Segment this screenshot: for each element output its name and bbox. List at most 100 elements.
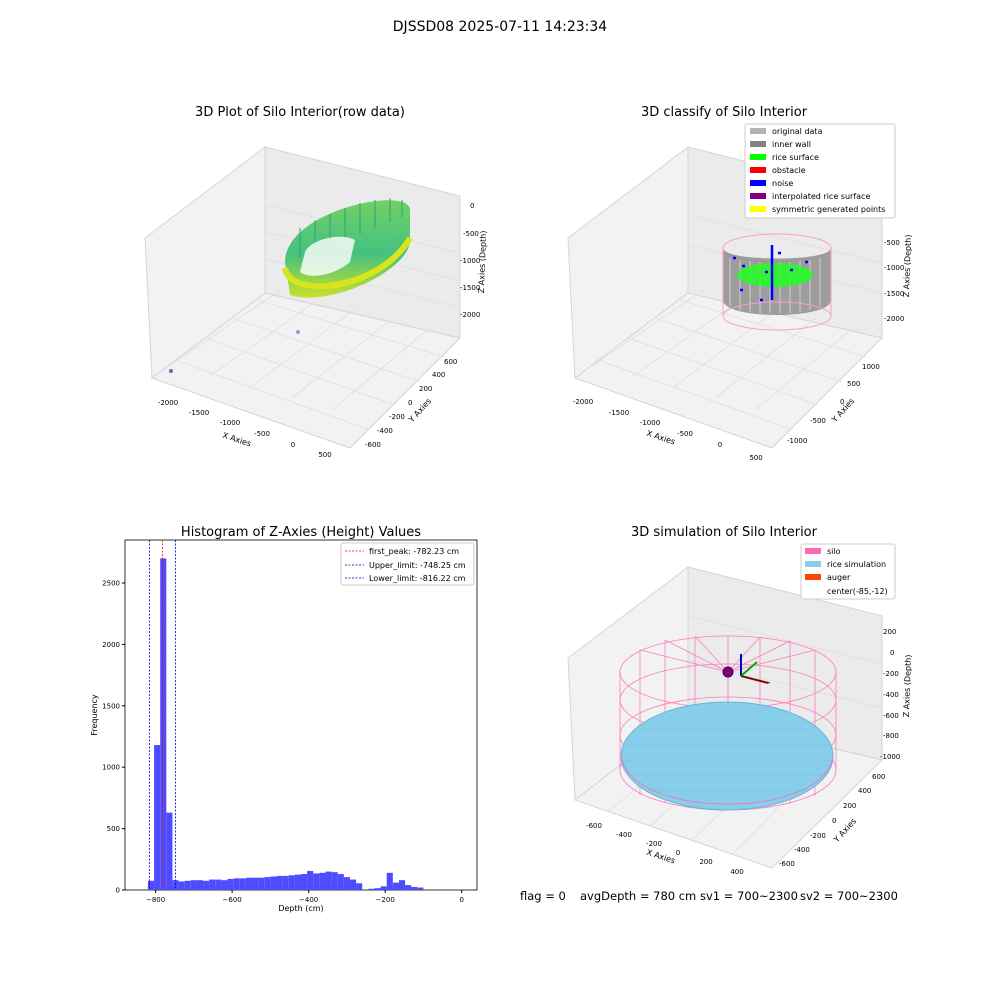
legend-label-lower-limit: Lower_limit: -816.22 cm <box>369 574 466 583</box>
raw-z-tick: -500 <box>463 230 479 238</box>
status-sv2: sv2 = 700~2300 <box>800 889 898 903</box>
cls-x-tick: -1500 <box>609 409 629 417</box>
panel-simulation: 3D simulation of Silo Interior <box>567 525 913 876</box>
cls-x-tick: -2000 <box>573 398 593 406</box>
raw-z-tick: 0 <box>470 202 474 210</box>
legend-swatch-original-data <box>750 128 766 134</box>
hist-x-tick-label: −400 <box>299 896 318 904</box>
raw-x-tick: -500 <box>254 430 270 438</box>
raw-y-tick: 600 <box>444 358 457 366</box>
legend-swatch-silo <box>805 548 821 554</box>
legend-label-first-peak: first_peak: -782.23 cm <box>369 547 459 556</box>
cls-x-ticks: -2000 -1500 -1000 -500 0 500 <box>573 398 763 462</box>
raw-point-cloud <box>169 198 413 373</box>
hist-bar <box>398 880 406 890</box>
status-sv1: sv1 = 700~2300 <box>700 889 798 903</box>
hist-bar <box>215 879 222 890</box>
hist-bar <box>276 875 283 890</box>
sim-legend: silo rice simulation auger center(-85,-1… <box>800 543 896 600</box>
raw-z-tick: -1500 <box>460 284 480 292</box>
hist-bar <box>368 888 375 890</box>
raw-y-tick: 400 <box>432 371 445 379</box>
legend-label-inner-wall: inner wall <box>772 140 811 149</box>
hist-bar <box>166 812 173 890</box>
hist-y-tick-label: 2500 <box>102 579 120 587</box>
cls-y-tick: -500 <box>810 417 826 425</box>
legend-label-symmetric-generated-points: symmetric generated points <box>772 205 885 214</box>
legend-swatch-rice-simulation <box>805 561 821 567</box>
hist-bar <box>343 877 350 890</box>
hist-legend-frame <box>340 542 475 586</box>
hist-x-tick-label: 0 <box>459 896 463 904</box>
raw-noise-point <box>296 330 300 334</box>
sim-x-tick: -200 <box>646 840 662 848</box>
cls-pane-floor <box>573 292 883 449</box>
panel-simulation-title: 3D simulation of Silo Interior <box>631 525 818 540</box>
hist-x-ticks: −800 −600 −400 −200 0 <box>146 890 464 904</box>
panel-classify: 3D classify of Silo Interior <box>567 105 913 462</box>
sim-y-tick: -400 <box>794 846 810 854</box>
status-flag: flag = 0 <box>520 889 566 903</box>
cls-z-tick: -2000 <box>884 315 904 323</box>
legend-label-interpolated-rice-surface: interpolated rice surface <box>772 192 870 201</box>
cls-x-label: X Axies <box>645 429 676 447</box>
hist-bar <box>147 880 155 890</box>
legend-swatch-symmetric-generated-points <box>750 206 766 212</box>
raw-inner-gap <box>300 236 355 276</box>
hist-y-tick-label: 0 <box>116 887 120 895</box>
cls-legend-frame <box>744 123 896 219</box>
hist-bar <box>154 745 161 890</box>
hist-x-tick-label: −800 <box>146 896 165 904</box>
hist-bar <box>209 879 216 890</box>
raw-z-label: Z Axies (Depth) <box>477 230 488 293</box>
sim-z-tick: -400 <box>883 691 899 699</box>
raw-x-tick: -2000 <box>158 399 178 407</box>
raw-x-ticks: -2000 -1500 -1000 -500 0 500 <box>158 399 332 459</box>
hist-bar <box>374 888 381 890</box>
hist-bar <box>227 878 234 890</box>
sim-y-tick: 200 <box>843 802 856 810</box>
raw-y-tick: -600 <box>365 441 381 449</box>
hist-bar <box>245 877 253 890</box>
raw-x-tick: -1500 <box>189 409 209 417</box>
sim-x-tick: -600 <box>586 822 602 830</box>
legend-swatch-obstacle <box>750 167 766 173</box>
hist-bar <box>233 878 240 890</box>
legend-label-rice-simulation: rice simulation <box>827 560 886 569</box>
sim-z-ticks: 200 0 -200 -400 -600 -800 -1000 <box>880 628 900 761</box>
cls-y-tick: 0 <box>840 398 844 406</box>
hist-bar <box>411 886 418 890</box>
cls-noise-points <box>733 245 808 302</box>
cls-y-ticks: -1000 -500 0 500 1000 <box>787 363 880 445</box>
hist-x-label: Depth (cm) <box>278 904 323 913</box>
sim-z-label: Z Axies (Depth) <box>902 654 913 717</box>
raw-x-tick: 0 <box>291 441 295 449</box>
sim-auger-axis-y <box>740 661 758 677</box>
raw-ring-rim <box>282 236 413 290</box>
cls-z-tick: -1500 <box>884 290 904 298</box>
hist-bar <box>160 558 167 890</box>
cls-point-cloud <box>722 233 832 331</box>
hist-y-tick-label: 500 <box>107 825 120 833</box>
hist-bar <box>325 871 332 890</box>
sim-legend-frame <box>800 543 896 600</box>
sim-x-tick: 0 <box>676 849 680 857</box>
hist-y-ticks: 0 500 1000 1500 2000 2500 <box>102 579 125 895</box>
panel-raw-data: 3D Plot of Silo Interior(row data) -2000… <box>144 105 488 459</box>
raw-z-tick: -2000 <box>460 311 480 319</box>
sim-y-tick: 400 <box>858 787 871 795</box>
hist-bar <box>307 870 314 890</box>
panel-histogram: Histogram of Z-Axies (Height) Values −80… <box>90 525 478 913</box>
sim-z-tick: 200 <box>883 628 896 636</box>
legend-swatch-inner-wall <box>750 141 766 147</box>
sim-y-ticks: -600 -400 -200 0 200 400 600 <box>779 773 885 868</box>
hist-bar <box>392 882 399 890</box>
hist-y-tick-label: 2000 <box>102 641 120 649</box>
hist-x-tick-label: −200 <box>376 896 395 904</box>
raw-pane-floor <box>150 292 461 449</box>
hist-vlines <box>149 540 176 890</box>
hist-y-label: Frequency <box>90 694 99 736</box>
raw-y-tick: 200 <box>419 385 432 393</box>
cls-wall-stripes <box>729 258 821 313</box>
